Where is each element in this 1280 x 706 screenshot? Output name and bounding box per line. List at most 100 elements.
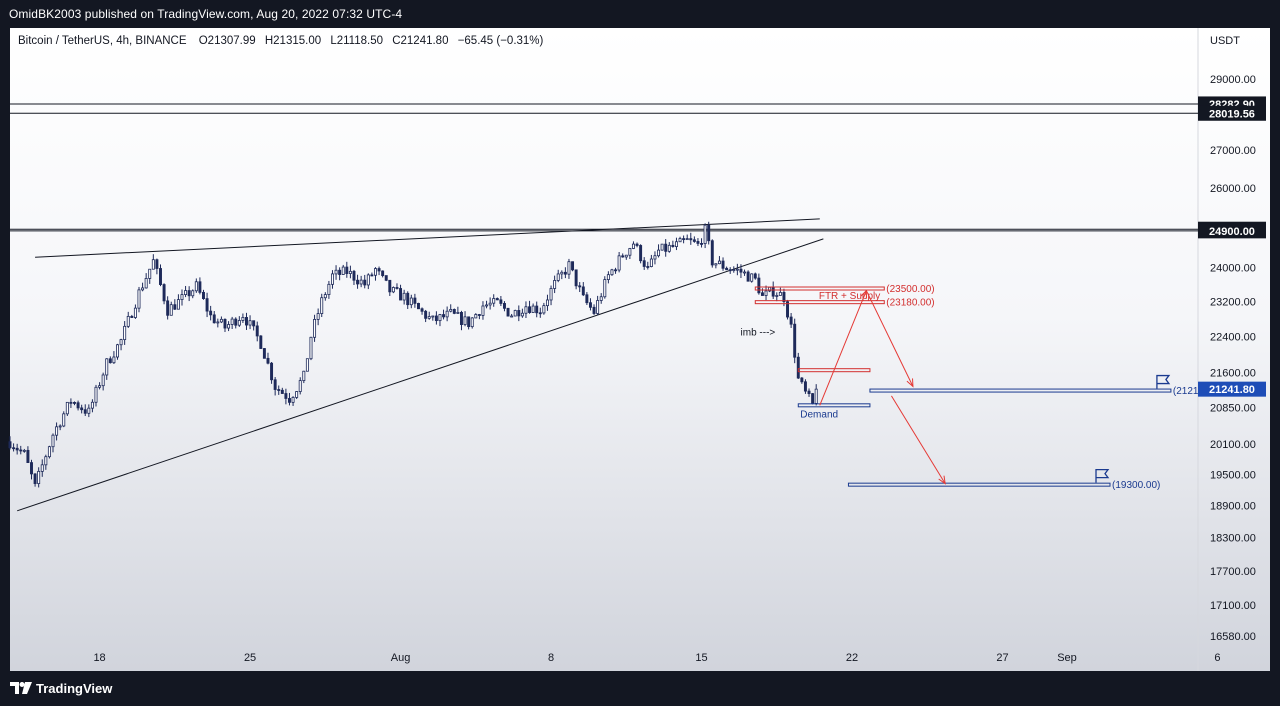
candle-body (728, 269, 732, 272)
candle-body (743, 271, 747, 274)
candle-body (108, 358, 112, 364)
candle-body (803, 381, 807, 392)
candle-body (223, 318, 227, 329)
candle-body (377, 268, 381, 272)
candle-body (262, 348, 266, 359)
candle-body (631, 243, 635, 249)
candle-body (692, 239, 696, 242)
candle-body (563, 271, 567, 275)
candle-body (696, 241, 700, 244)
ftr-supply-label: FTR + Supply (819, 291, 880, 302)
candle-body (746, 271, 750, 282)
candle-body (596, 300, 600, 314)
candle-body (194, 281, 198, 292)
candle-body (535, 305, 539, 314)
candle-body (750, 273, 754, 282)
current-price-label: 21241.80 (1209, 384, 1255, 396)
candle-body (714, 263, 718, 266)
candle-body (760, 292, 764, 296)
candle-body (166, 300, 170, 316)
candle-body (76, 402, 80, 409)
candle-body (44, 456, 48, 466)
y-tick-label: 18300.00 (1210, 533, 1256, 545)
candle-body (22, 449, 26, 452)
candle-body (485, 304, 489, 307)
candle-body (685, 238, 689, 241)
target-flag-icon (1156, 374, 1171, 389)
candle-body (717, 260, 721, 265)
candle-body (302, 370, 306, 381)
candle-body (445, 310, 449, 318)
projection-path-segment (819, 290, 867, 406)
candle-body (216, 321, 220, 324)
candle-body (725, 267, 729, 271)
zone-target-1 (869, 388, 1172, 393)
candle-body (259, 335, 263, 349)
candle-body (413, 297, 417, 304)
candle-body (184, 290, 188, 295)
candle-body (585, 294, 589, 304)
candle-body (653, 255, 657, 260)
candle-body (807, 390, 811, 394)
candle-body (599, 296, 603, 301)
ohlc-change: −65.45 (−0.31%) (457, 35, 544, 47)
candle-body (739, 268, 743, 273)
candle-body (406, 292, 410, 306)
candle-body (245, 317, 248, 326)
candle-body (284, 393, 288, 399)
candle-body (588, 302, 592, 308)
candle-body (291, 397, 295, 403)
candle-body (617, 255, 621, 271)
candle-body (649, 258, 653, 267)
x-tick-label: 27 (996, 652, 1008, 664)
candle-body (94, 386, 98, 403)
candle-body (510, 315, 514, 318)
y-tick-label: 17700.00 (1210, 566, 1256, 578)
candle-body (657, 249, 661, 257)
symbol-name[interactable]: Bitcoin / TetherUS, 4h, BINANCE (18, 35, 187, 47)
candle-body (689, 238, 693, 241)
tradingview-brand[interactable]: TradingView (10, 681, 112, 696)
y-tick-label: 20100.00 (1210, 439, 1256, 451)
candle-body (682, 238, 686, 241)
candle-body (30, 462, 33, 475)
candle-body (12, 447, 16, 450)
candle-body (502, 303, 506, 309)
candle-body (438, 314, 442, 322)
candle-body (549, 288, 553, 301)
brand-text: TradingView (36, 681, 113, 696)
candle-body (320, 297, 324, 314)
candle-body (338, 269, 342, 275)
candle-body (528, 306, 532, 313)
candle-body (58, 425, 62, 428)
candle-body (553, 280, 557, 289)
candle-body (266, 357, 270, 364)
candle-body (373, 268, 377, 276)
candle-body (148, 268, 152, 279)
candle-body (331, 273, 334, 285)
candle-body (273, 379, 277, 390)
candle-body (517, 310, 521, 317)
candle-body (356, 279, 360, 285)
chart-area[interactable] (10, 28, 1270, 671)
candle-body (545, 299, 549, 307)
candle-body (592, 306, 596, 314)
candle-body (513, 310, 517, 317)
candle-body (474, 314, 478, 319)
candle-body (73, 402, 76, 404)
x-tick-label: 8 (548, 652, 554, 664)
candle-body (721, 260, 725, 269)
candle-body (542, 305, 546, 314)
candle-body (130, 315, 134, 318)
publish-info: OmidBK2003 published on TradingView.com,… (9, 7, 403, 21)
candle-body (402, 292, 406, 301)
current-price-box (1198, 381, 1266, 397)
horizontal-level-price-label: 28019.56 (1209, 108, 1255, 120)
candle-body (334, 269, 338, 275)
candle-body (399, 288, 403, 301)
projection-path-2-segment (891, 395, 946, 484)
candle-body (667, 244, 671, 252)
x-tick-label: 25 (244, 652, 256, 664)
candle-body (126, 315, 130, 327)
